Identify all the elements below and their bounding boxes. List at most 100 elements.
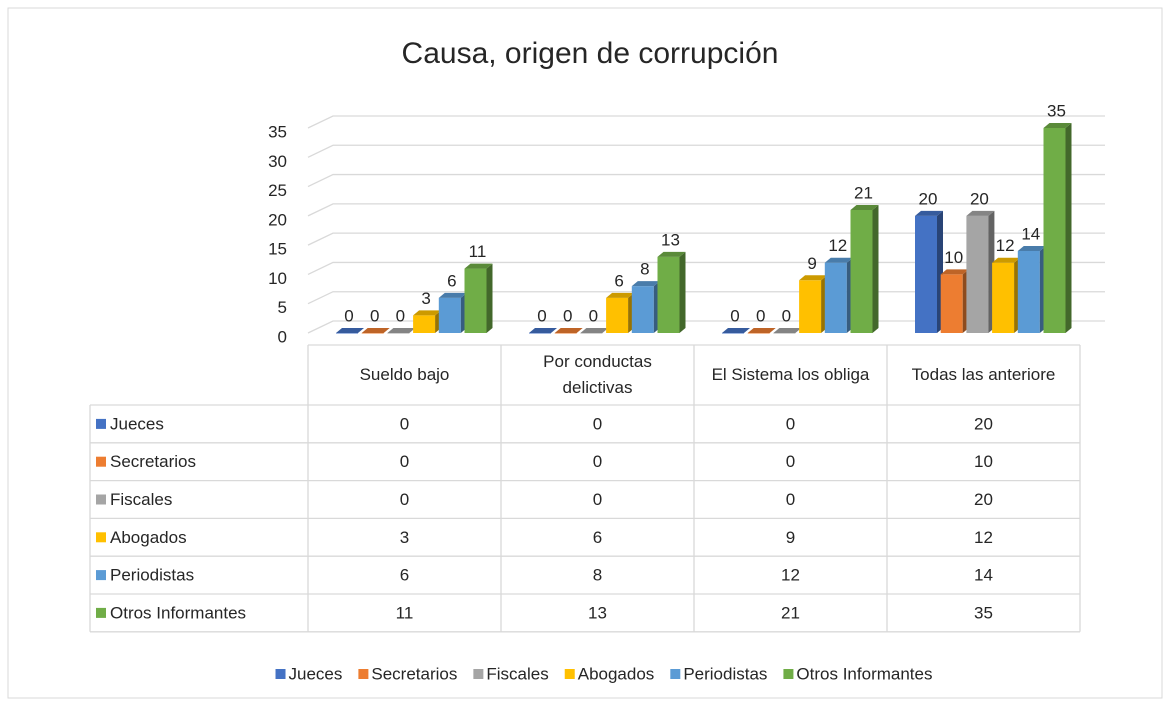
legend-label: Jueces [289,664,343,683]
data-label: 12 [996,236,1015,255]
legend-label: Otros Informantes [796,664,932,683]
table-value: 0 [400,490,409,509]
bar-front [529,333,551,334]
data-label: 0 [396,306,405,325]
bar [580,328,609,334]
table-value: 6 [400,566,409,585]
bar [747,328,776,334]
bar-top [824,257,853,263]
bar-front [773,333,796,334]
table-value: 0 [786,490,795,509]
bar [464,263,493,333]
y-tick-label: 20 [268,210,287,229]
table-value: 0 [593,490,602,509]
table-value: 14 [974,566,993,585]
data-label: 0 [344,306,353,325]
bar-top [940,269,969,275]
bar-top [1043,123,1072,128]
table-value: 11 [396,603,414,622]
bar-front [387,333,410,334]
y-tick-label: 30 [268,152,287,171]
bar [992,257,1021,333]
bar-front [940,274,963,333]
bar [824,257,853,333]
bar-front [1043,128,1066,333]
bar-front [554,333,577,334]
bar-top [773,328,802,333]
grid-line [307,144,1105,158]
bar [361,328,390,334]
data-label: 13 [661,230,680,249]
bar [966,210,995,333]
data-label: 9 [807,254,816,273]
bar-top [606,292,635,298]
bar [336,328,364,334]
table-value: 0 [786,452,795,471]
bar-top [336,328,364,333]
bar [529,328,557,334]
bar-front [1017,251,1040,333]
category-label: Sueldo bajo [359,365,450,384]
chart-title: Causa, origen de corrupción [402,37,779,70]
bar [722,328,750,334]
bar-front [657,256,680,333]
bar-top [413,310,442,316]
table-value: 3 [400,528,409,547]
bar [438,292,467,333]
table-value: 13 [588,603,607,622]
table-value: 9 [786,528,795,547]
data-label: 0 [730,306,739,325]
data-label: 11 [469,242,487,261]
data-label: 20 [970,189,989,208]
bar-top [966,210,995,216]
table-header: El Sistema los obliga [712,365,870,384]
bar [413,310,442,333]
bar-side [486,263,493,333]
bar-top [554,328,583,333]
bar-side [679,251,686,333]
legend-label: Fiscales [486,664,548,683]
table-value: 0 [400,414,409,433]
bar-top [529,328,557,333]
bar-top [722,328,750,333]
bar-front [438,297,461,333]
legend-label: Secretarios [371,664,457,683]
bar-side [872,205,879,333]
bar-front [336,333,358,334]
bar [657,251,686,333]
bar-top [361,328,390,333]
bar-front [631,286,654,333]
table-value: 35 [974,603,993,622]
bar-top [992,257,1021,263]
table-row-label: Jueces [110,414,164,433]
data-label: 0 [589,306,598,325]
data-label: 20 [919,189,938,208]
bar [554,328,583,334]
data-label: 6 [447,271,456,290]
data-label: 35 [1047,101,1066,120]
bar-front [915,215,937,333]
data-label: 0 [563,306,572,325]
bar-front [747,333,770,334]
bar-top [799,275,828,281]
bar-front [606,297,629,333]
data-label: 0 [537,306,546,325]
bar-top [915,210,943,216]
table-key [96,494,106,505]
y-tick-label: 15 [268,240,287,259]
table-value: 8 [593,566,602,585]
legend-key [670,669,681,679]
bar-front [722,333,744,334]
table-header: Todas las anteriore [912,365,1056,384]
y-tick-label: 25 [268,181,287,200]
bar-front [464,268,487,333]
table-value: 12 [781,566,800,585]
bar [799,275,828,333]
bar-front [361,333,384,334]
bar [1043,123,1072,333]
table-value: 10 [974,452,993,471]
bar-side [1065,123,1072,333]
grid-line [307,203,1105,217]
grid-line [307,115,1105,129]
bar [631,281,660,333]
